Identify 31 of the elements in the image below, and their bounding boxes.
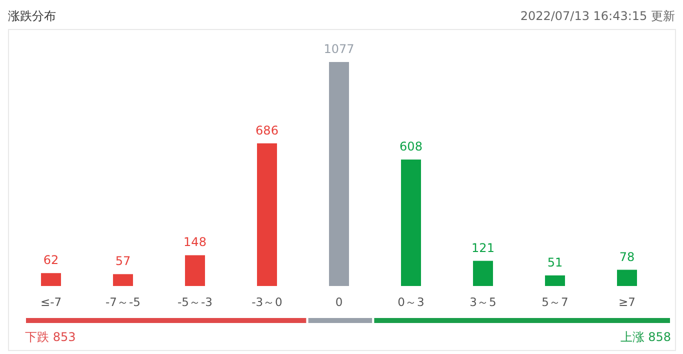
text: 下跌 853 (25, 330, 76, 344)
x-tick-label: 5～7 (542, 295, 568, 309)
bar (257, 143, 277, 286)
x-tick-label: ≥7 (618, 295, 636, 309)
data-label: 121 (472, 240, 494, 255)
x-tick-label: -3～0 (252, 295, 282, 309)
data-label: 51 (547, 255, 563, 270)
bar (185, 255, 205, 286)
chart-title: 涨跌分布 (8, 9, 56, 23)
bar (545, 275, 565, 286)
x-tick-label: 0～3 (398, 295, 424, 309)
data-label: 57 (115, 254, 131, 268)
x-tick-label: 3～5 (470, 295, 496, 309)
x-tick-label: ≤-7 (40, 295, 62, 309)
data-label: 686 (256, 123, 278, 138)
bar (473, 260, 493, 286)
data-label: 148 (184, 235, 206, 250)
data-label: 608 (400, 140, 422, 154)
data-label: 78 (619, 250, 635, 264)
bar (41, 273, 61, 286)
bar (401, 160, 421, 286)
data-label: 62 (43, 253, 59, 268)
text: 上涨 858 (620, 330, 671, 344)
bar (617, 270, 637, 286)
bar (329, 62, 349, 286)
bar (113, 274, 133, 286)
chart-subtitle: 2022/07/13 16:43:15 更新 (520, 9, 675, 23)
x-tick-label: -5～-3 (178, 295, 212, 309)
x-tick-label: -7～-5 (106, 295, 140, 309)
data-label: 1077 (324, 42, 354, 56)
x-tick-label: 0 (335, 295, 343, 309)
